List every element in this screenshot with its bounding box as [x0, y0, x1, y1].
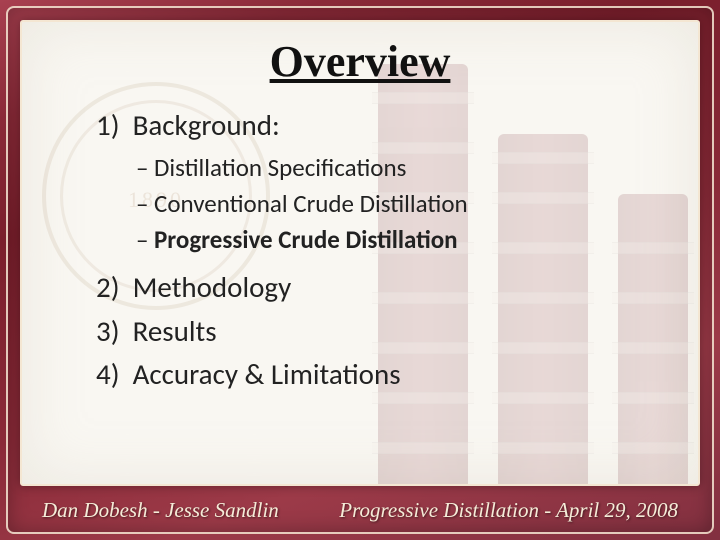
slide: 1890 Overview 1) [0, 0, 720, 540]
footer-right: Progressive Distillation - April 29, 200… [339, 498, 678, 523]
sub-item-label: Conventional Crude Distillation [154, 188, 468, 219]
item-label: Results [133, 313, 217, 349]
list-item: 4) Accuracy & Limitations [96, 353, 668, 397]
list-item: 2) Methodology [96, 266, 668, 310]
sub-item-label: Progressive Crude Distillation [154, 224, 458, 255]
sub-item: –Distillation Specifications [136, 150, 668, 186]
slide-body: 1) Background: –Distillation Specificati… [96, 104, 668, 397]
sub-item: –Conventional Crude Distillation [136, 186, 668, 222]
sub-list: –Distillation Specifications –Convention… [136, 150, 668, 259]
sub-item: –Progressive Crude Distillation [136, 222, 668, 258]
item-number: 1) [96, 107, 120, 143]
footer: Dan Dobesh - Jesse Sandlin Progressive D… [0, 494, 720, 526]
sub-item-label: Distillation Specifications [154, 152, 406, 183]
footer-left: Dan Dobesh - Jesse Sandlin [42, 498, 279, 523]
slide-title: Overview [22, 36, 698, 87]
item-label: Methodology [133, 269, 292, 305]
item-number: 2) [96, 269, 120, 305]
item-label: Accuracy & Limitations [133, 356, 401, 392]
item-number: 3) [96, 313, 120, 349]
item-number: 4) [96, 356, 120, 392]
list-item: 3) Results [96, 310, 668, 354]
content-panel: 1890 Overview 1) [20, 20, 700, 486]
item-label: Background: [133, 107, 280, 143]
list-item: 1) Background: [96, 104, 668, 148]
